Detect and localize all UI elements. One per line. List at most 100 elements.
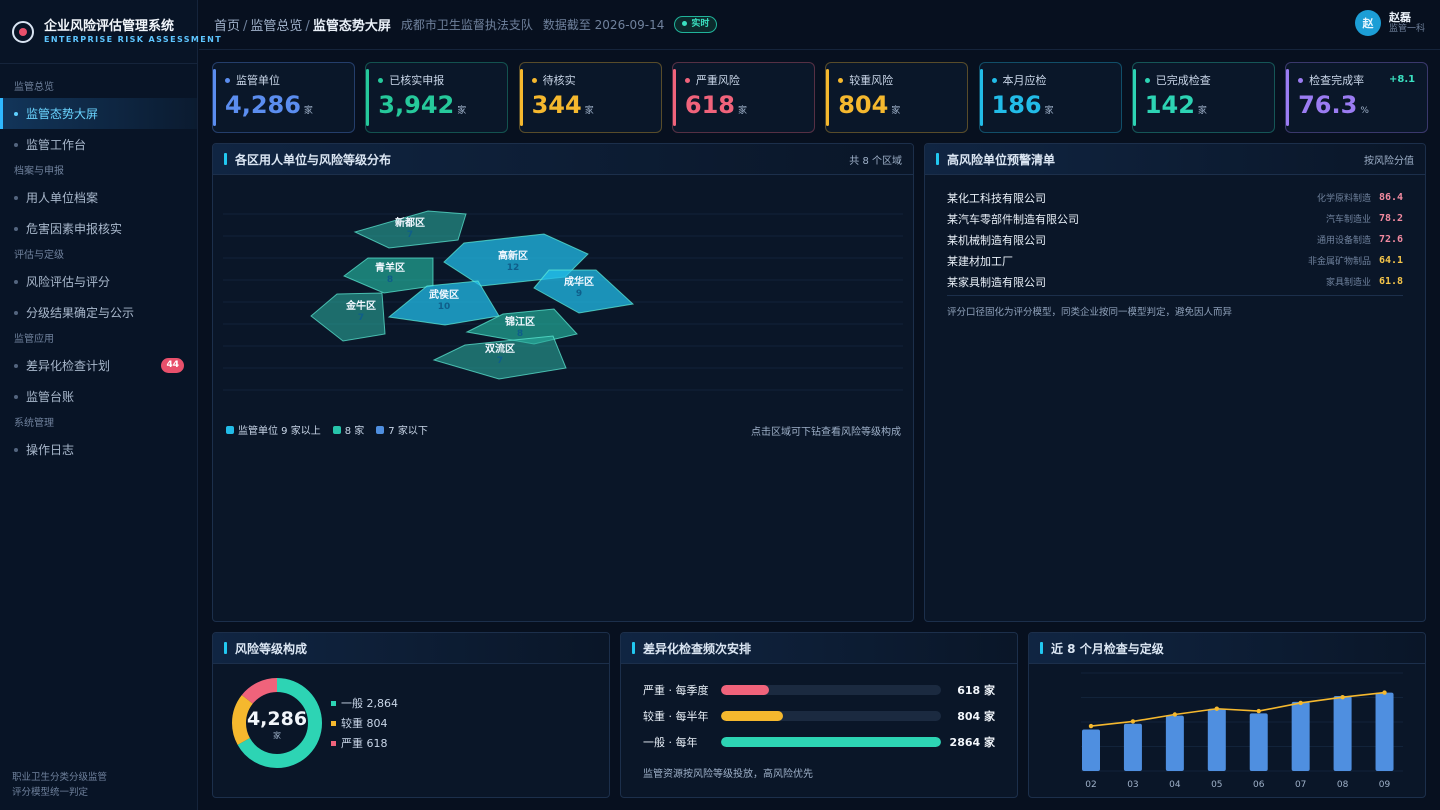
region-count: 7 bbox=[358, 313, 364, 323]
region-shape[interactable] bbox=[310, 292, 386, 342]
region-shape[interactable] bbox=[353, 210, 467, 249]
risk-panel-title: 高风险单位预警清单 bbox=[947, 152, 1056, 167]
trend-point[interactable] bbox=[1382, 690, 1387, 695]
region-shape[interactable] bbox=[533, 269, 635, 314]
donut-segment[interactable] bbox=[232, 678, 322, 768]
region-count: 12 bbox=[507, 263, 520, 273]
sidebar-item[interactable]: 监管工作台 bbox=[0, 129, 197, 160]
sidebar-item[interactable]: 分级结果确定与公示 bbox=[0, 297, 197, 328]
kpi-value: 186 家 bbox=[991, 91, 1054, 119]
region-name: 高新区 bbox=[498, 249, 528, 262]
sidebar-item[interactable]: 危害因素申报核实 bbox=[0, 213, 197, 244]
kpi-unit: 家 bbox=[457, 106, 467, 116]
risk-list-item[interactable]: 某化工科技有限公司 化学原料制造 86.4 bbox=[947, 187, 1403, 208]
trend-point[interactable] bbox=[1298, 700, 1303, 706]
nav-group-label: 系统管理 bbox=[14, 418, 54, 429]
region-count: 8 bbox=[387, 275, 393, 285]
region-shape[interactable] bbox=[343, 257, 434, 294]
kpi-value: 804 家 bbox=[838, 91, 901, 119]
trend-bar[interactable] bbox=[1249, 713, 1268, 771]
trend-bar[interactable] bbox=[1291, 701, 1310, 771]
kpi-accent-bar bbox=[1132, 69, 1136, 126]
bullet-icon bbox=[14, 226, 18, 231]
trend-point[interactable] bbox=[1256, 708, 1261, 714]
risk-list-item[interactable]: 某汽车零部件制造有限公司 汽车制造业 78.2 bbox=[947, 208, 1403, 229]
industry-tag: 家具制造业 bbox=[1325, 278, 1371, 288]
kpi-unit: 家 bbox=[1044, 106, 1054, 116]
freq-value: 2864 家 bbox=[949, 736, 995, 749]
trend-bar[interactable] bbox=[1207, 708, 1226, 771]
freq-bar-track bbox=[721, 711, 941, 721]
kpi-card[interactable]: 严重风险 618 家 bbox=[671, 62, 815, 133]
sidebar-item[interactable]: 风险评估与评分 bbox=[0, 266, 197, 297]
region-shape[interactable] bbox=[432, 335, 567, 380]
nav-group-label: 监管总览 bbox=[14, 82, 54, 93]
risk-list-item[interactable]: 某家具制造有限公司 家具制造业 61.8 bbox=[947, 271, 1403, 292]
dot-icon bbox=[684, 77, 690, 83]
bullet-icon bbox=[14, 363, 18, 368]
kpi-card[interactable]: 已核实申报 3,942 家 bbox=[365, 62, 509, 133]
risk-list-item[interactable]: 某建材加工厂 非金属矿物制品 64.1 bbox=[947, 250, 1403, 271]
industry-tag: 汽车制造业 bbox=[1325, 215, 1371, 225]
donut-unit: 家 bbox=[273, 730, 281, 740]
sidebar-item-label: 监管工作台 bbox=[26, 138, 87, 152]
sidebar-item[interactable]: 差异化检查计划 44 bbox=[0, 350, 197, 381]
user-menu[interactable]: 赵 赵磊 监管一科 bbox=[1354, 10, 1425, 36]
trend-bar[interactable] bbox=[1123, 723, 1142, 771]
trend-bar[interactable] bbox=[1333, 696, 1352, 771]
kpi-accent-bar bbox=[1286, 69, 1290, 126]
kpi-card[interactable]: 监管单位 4,286 家 bbox=[212, 62, 355, 133]
nav-group-label: 档案与申报 bbox=[14, 166, 64, 177]
risk-list-item[interactable]: 某机械制造有限公司 通用设备制造 72.6 bbox=[947, 229, 1403, 250]
trend-point[interactable] bbox=[1130, 719, 1136, 724]
kpi-unit: 家 bbox=[584, 106, 594, 116]
x-tick-label: 07 bbox=[1295, 780, 1306, 790]
company-name: 某汽车零部件制造有限公司 bbox=[947, 212, 1079, 226]
kpi-card[interactable]: 本月应检 186 家 bbox=[978, 62, 1122, 133]
risk-score: 78.2 bbox=[1379, 213, 1404, 224]
risk-sort-label[interactable]: 按风险分值 bbox=[1364, 155, 1414, 167]
sidebar-item[interactable]: 操作日志 bbox=[0, 434, 197, 465]
donut-segment[interactable] bbox=[232, 678, 322, 768]
trend-point[interactable] bbox=[1214, 706, 1219, 711]
kpi-card[interactable]: 待核实 344 家 bbox=[518, 62, 662, 133]
freq-value: 618 家 bbox=[957, 684, 995, 697]
crumb-home[interactable]: 首页 bbox=[214, 19, 241, 34]
freq-bar-track bbox=[721, 737, 941, 747]
trend-bar[interactable] bbox=[1082, 729, 1100, 771]
crumb-overview[interactable]: 监管总览 bbox=[250, 19, 303, 34]
trend-bar[interactable] bbox=[1375, 692, 1394, 771]
trend-point[interactable] bbox=[1340, 695, 1345, 700]
kpi-card[interactable]: 较重风险 804 家 bbox=[825, 62, 969, 133]
trend-point[interactable] bbox=[1088, 723, 1094, 729]
trend-point[interactable] bbox=[1172, 712, 1178, 717]
sidebar-item[interactable]: 用人单位档案 bbox=[0, 182, 197, 213]
kpi-card[interactable]: 检查完成率 76.3% +8.1 bbox=[1285, 62, 1429, 133]
sidebar-item-label: 监管台账 bbox=[26, 390, 75, 404]
avatar[interactable]: 赵 bbox=[1354, 10, 1381, 36]
kpi-card[interactable]: 已完成检查 142 家 bbox=[1131, 62, 1275, 133]
brand: 企业风险评估管理系统 ENTERPRISE RISK ASSESSMENT bbox=[0, 0, 221, 64]
map-hint: 点击区域可下钻查看风险等级构成 bbox=[751, 427, 901, 438]
region-name: 青羊区 bbox=[375, 261, 405, 274]
sidebar-footer: 职业卫生分类分级监管 评分模型统一判定 bbox=[12, 770, 107, 800]
region-shape[interactable] bbox=[387, 280, 500, 326]
sidebar-nav: 监管总览 监管态势大屏 监管工作台 档案与申报 用人单位档案 危害因素申报核实 评估与定级风… bbox=[0, 64, 197, 465]
region-name: 成华区 bbox=[564, 275, 594, 288]
trend-line bbox=[1090, 691, 1385, 727]
sidebar-item[interactable]: 监管台账 bbox=[0, 381, 197, 412]
sidebar-item-label: 用人单位档案 bbox=[26, 191, 99, 205]
donut-total: 4,286 bbox=[247, 708, 307, 730]
breadcrumb: 首页 / 监管总览 / 监管态势大屏 bbox=[214, 19, 391, 34]
industry-tag: 通用设备制造 bbox=[1316, 236, 1371, 246]
trend-bar[interactable] bbox=[1165, 715, 1184, 771]
sidebar-item[interactable]: 监管态势大屏 bbox=[0, 98, 197, 129]
dot-icon bbox=[1298, 77, 1304, 83]
